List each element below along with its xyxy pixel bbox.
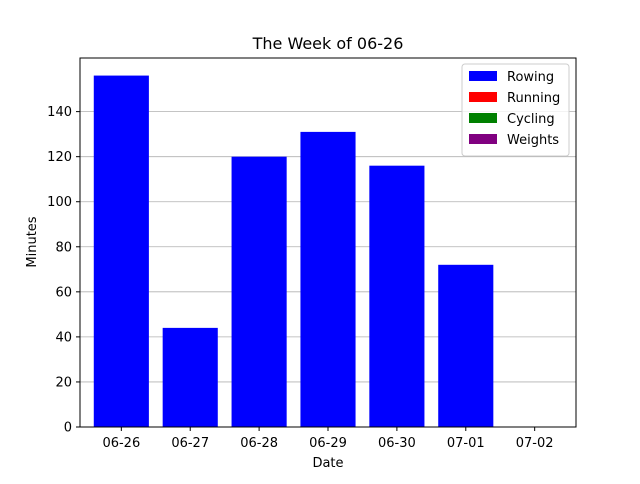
legend-label-cycling: Cycling	[507, 112, 555, 127]
y-tick-label: 60	[55, 285, 72, 300]
y-tick-label: 100	[47, 195, 72, 210]
bar-rowing-07-01	[438, 264, 494, 427]
legend-box	[461, 63, 570, 157]
legend-swatch-cycling	[469, 113, 497, 123]
y-tick-label: 0	[64, 421, 72, 436]
legend-swatch-running	[469, 92, 497, 102]
x-tick-label: 06-30	[378, 436, 416, 451]
y-tick-label: 20	[55, 375, 72, 390]
legend-label-weights: Weights	[507, 133, 559, 148]
legend-swatch-weights	[469, 134, 497, 144]
bar-rowing-06-26	[93, 75, 149, 428]
y-tick-label: 40	[55, 330, 72, 345]
legend-label-rowing: Rowing	[507, 70, 554, 85]
y-tick-label: 140	[47, 105, 72, 120]
bars	[93, 75, 494, 428]
x-tick-label: 06-26	[102, 436, 140, 451]
x-tick-label: 06-27	[171, 436, 209, 451]
x-tick-label: 07-02	[516, 436, 554, 451]
x-axis-label: Date	[312, 456, 343, 471]
y-tick-label: 80	[55, 240, 72, 255]
y-tick-label: 120	[47, 150, 72, 165]
x-axis: 06-26 06-27 06-28 06-29 06-30 07-01 07-02	[102, 427, 554, 451]
bar-rowing-06-27	[162, 327, 218, 427]
x-tick-label: 07-01	[447, 436, 485, 451]
legend-label-running: Running	[507, 91, 560, 106]
chart-title: The Week of 06-26	[252, 34, 404, 53]
bar-rowing-06-28	[231, 156, 287, 427]
y-axis-label: Minutes	[25, 216, 40, 267]
legend: Rowing Running Cycling Weights	[461, 63, 570, 157]
y-axis: 0 20 40 60 80 100 120 140	[47, 105, 80, 436]
bar-rowing-06-29	[300, 131, 356, 427]
bar-rowing-06-30	[369, 165, 425, 427]
x-tick-label: 06-29	[309, 436, 347, 451]
legend-swatch-rowing	[469, 71, 497, 81]
x-tick-label: 06-28	[240, 436, 278, 451]
